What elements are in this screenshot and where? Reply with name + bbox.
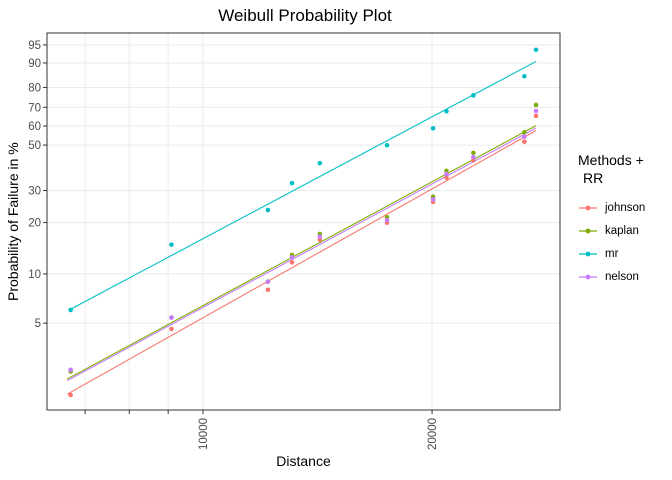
data-point-johnson [471, 158, 476, 163]
data-point-mr [265, 207, 271, 213]
data-point-kaplan [533, 102, 539, 108]
y-tick-label: 90 [28, 58, 41, 70]
y-axis-title: Probability of Failure in % [5, 142, 21, 301]
data-point-nelson [289, 255, 295, 260]
data-point-nelson [444, 171, 449, 177]
y-tick-label: 50 [28, 140, 41, 152]
y-tick-label: 95 [28, 40, 41, 52]
data-point-johnson [289, 260, 295, 265]
x-tick-label: 20000 [427, 418, 439, 450]
y-tick-label: 10 [28, 269, 41, 281]
data-point-kaplan [522, 130, 527, 135]
y-tick-label: 80 [28, 82, 41, 94]
x-axis-title: Distance [276, 453, 331, 469]
data-point-mr [289, 180, 295, 186]
data-point-kaplan [471, 150, 476, 156]
legend-key-johnson-icon [579, 205, 597, 210]
x-tick-label: 10000 [198, 418, 210, 450]
data-point-nelson [317, 234, 323, 239]
legend-title-line1: Methods + [578, 152, 644, 168]
data-point-johnson [522, 139, 527, 144]
data-point-johnson [265, 287, 271, 293]
data-point-mr [430, 125, 436, 131]
y-tick-label: 5 [35, 318, 41, 330]
y-tick-label: 30 [28, 186, 41, 198]
data-point-nelson [169, 315, 174, 320]
fit-line-mr [68, 60, 537, 311]
plot-title: Weibull Probability Plot [218, 6, 392, 25]
data-point-mr [317, 160, 323, 166]
legend-items: johnson kaplan mr nelson [578, 196, 645, 288]
data-point-nelson [68, 367, 73, 373]
data-point-nelson [384, 217, 390, 223]
data-point-mr [444, 108, 449, 114]
legend-key-mr-icon [579, 251, 597, 256]
legend-title-line2: RR [583, 170, 604, 186]
y-tick-label: 20 [28, 218, 41, 230]
panel-border [46, 32, 561, 411]
y-tick-label: 70 [28, 102, 41, 114]
legend-label: kaplan [605, 224, 639, 237]
legend-label: mr [605, 247, 619, 260]
legend-item-johnson: johnson [578, 196, 645, 219]
legend: Methods + RR johnson kaplan mr nelson [578, 151, 645, 288]
legend-label: johnson [605, 201, 646, 214]
legend-key-kaplan-icon [579, 228, 597, 233]
y-tick-label: 60 [28, 121, 41, 133]
data-point-johnson [169, 326, 174, 332]
data-point-mr [522, 73, 527, 79]
data-point-nelson [265, 279, 271, 285]
data-point-johnson [444, 175, 449, 180]
data-point-mr [471, 93, 476, 98]
legend-item-kaplan: kaplan [578, 219, 645, 242]
data-point-johnson [533, 113, 539, 119]
data-point-nelson [533, 108, 539, 114]
data-point-nelson [430, 196, 436, 202]
data-point-mr [384, 142, 390, 148]
legend-label: nelson [605, 270, 639, 283]
fit-line-kaplan [66, 125, 537, 380]
data-point-nelson [522, 134, 527, 140]
data-point-nelson [471, 154, 476, 160]
fit-line-nelson [66, 127, 537, 382]
data-point-johnson [68, 392, 73, 398]
data-point-mr [68, 307, 73, 313]
data-point-mr [169, 242, 174, 247]
legend-key-nelson-icon [579, 274, 597, 279]
legend-item-nelson: nelson [578, 265, 645, 288]
data-point-mr [533, 47, 539, 53]
legend-title: Methods + RR [578, 151, 645, 187]
legend-item-mr: mr [578, 242, 645, 265]
fit-line-johnson [66, 129, 537, 395]
